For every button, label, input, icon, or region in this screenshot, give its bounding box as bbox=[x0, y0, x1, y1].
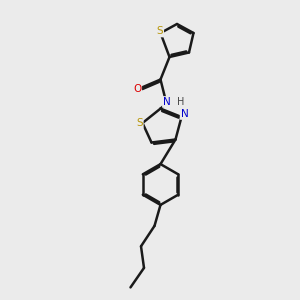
Text: H: H bbox=[177, 97, 184, 107]
Text: O: O bbox=[133, 83, 141, 94]
Text: N: N bbox=[163, 97, 171, 107]
Text: S: S bbox=[136, 118, 143, 128]
Text: S: S bbox=[157, 26, 163, 37]
Text: N: N bbox=[181, 109, 188, 119]
